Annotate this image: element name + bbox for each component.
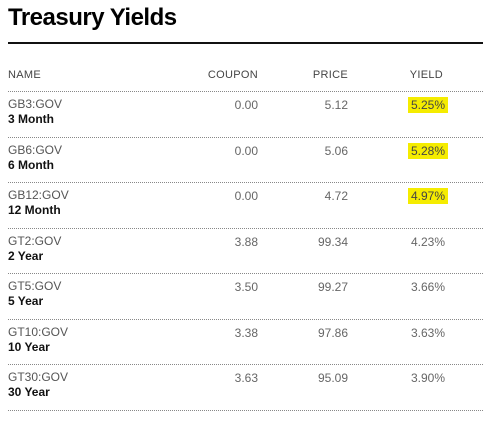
yield-value: 4.97% (407, 188, 448, 204)
yield-value: 3.63% (410, 325, 445, 340)
title-divider (8, 42, 483, 44)
yields-table: GB3:GOV 3 Month 0.00 5.12 5.25% GB6:GOV … (8, 92, 483, 411)
coupon-value: 3.50 (234, 280, 258, 294)
ticker-link[interactable]: GB12:GOV (8, 188, 69, 202)
coupon-value: 3.38 (234, 325, 258, 340)
table-row[interactable]: GB3:GOV 3 Month 0.00 5.12 5.25% (8, 92, 483, 138)
tenor-label: 12 Month (8, 203, 61, 217)
price-value: 95.09 (317, 371, 348, 385)
yield-value: 4.23% (410, 234, 445, 249)
coupon-value: 3.88 (234, 234, 258, 249)
column-header-yield: YIELD (409, 69, 443, 81)
price-value: 99.34 (317, 234, 348, 249)
tenor-label: 6 Month (8, 157, 54, 172)
table-row[interactable]: GT30:GOV 30 Year 3.63 95.09 3.90% (8, 365, 483, 411)
table-row[interactable]: GT2:GOV 2 Year 3.88 99.34 4.23% (8, 229, 483, 274)
yield-value: 5.28% (407, 142, 448, 159)
price-value: 97.86 (317, 325, 348, 340)
ticker-link[interactable]: GB6:GOV (8, 142, 63, 157)
ticker-link[interactable]: GT5:GOV (8, 279, 62, 293)
tenor-label: 3 Month (8, 112, 54, 126)
coupon-value: 0.00 (234, 143, 258, 158)
table-row[interactable]: GT5:GOV 5 Year 3.50 99.27 3.66% (8, 274, 483, 320)
column-header-coupon: COUPON (207, 69, 258, 81)
tenor-label: 10 Year (8, 339, 50, 354)
coupon-value: 0.00 (234, 189, 258, 203)
header-divider (8, 91, 483, 92)
yield-value: 5.25% (407, 97, 448, 113)
price-value: 99.27 (317, 280, 348, 294)
column-header-name: NAME (8, 69, 41, 81)
price-value: 5.12 (324, 98, 348, 112)
ticker-link[interactable]: GT30:GOV (8, 370, 69, 384)
ticker-link[interactable]: GT10:GOV (8, 324, 69, 339)
yield-value: 3.90% (410, 371, 445, 385)
tenor-label: 2 Year (8, 248, 44, 263)
coupon-value: 3.63 (234, 371, 258, 385)
table-row[interactable]: GB12:GOV 12 Month 0.00 4.72 4.97% (8, 183, 483, 229)
coupon-value: 0.00 (234, 98, 258, 112)
table-row[interactable]: GB6:GOV 6 Month 0.00 5.06 5.28% (8, 138, 483, 183)
table-row[interactable]: GT10:GOV 10 Year 3.38 97.86 3.63% (8, 320, 483, 365)
tenor-label: 30 Year (8, 385, 50, 399)
column-header-price: PRICE (312, 69, 348, 81)
yield-value: 3.66% (410, 280, 445, 294)
ticker-link[interactable]: GB3:GOV (8, 97, 63, 111)
ticker-link[interactable]: GT2:GOV (8, 233, 62, 248)
price-value: 4.72 (324, 189, 348, 203)
price-value: 5.06 (324, 143, 348, 158)
tenor-label: 5 Year (8, 294, 44, 308)
page-title: Treasury Yields (8, 4, 177, 31)
